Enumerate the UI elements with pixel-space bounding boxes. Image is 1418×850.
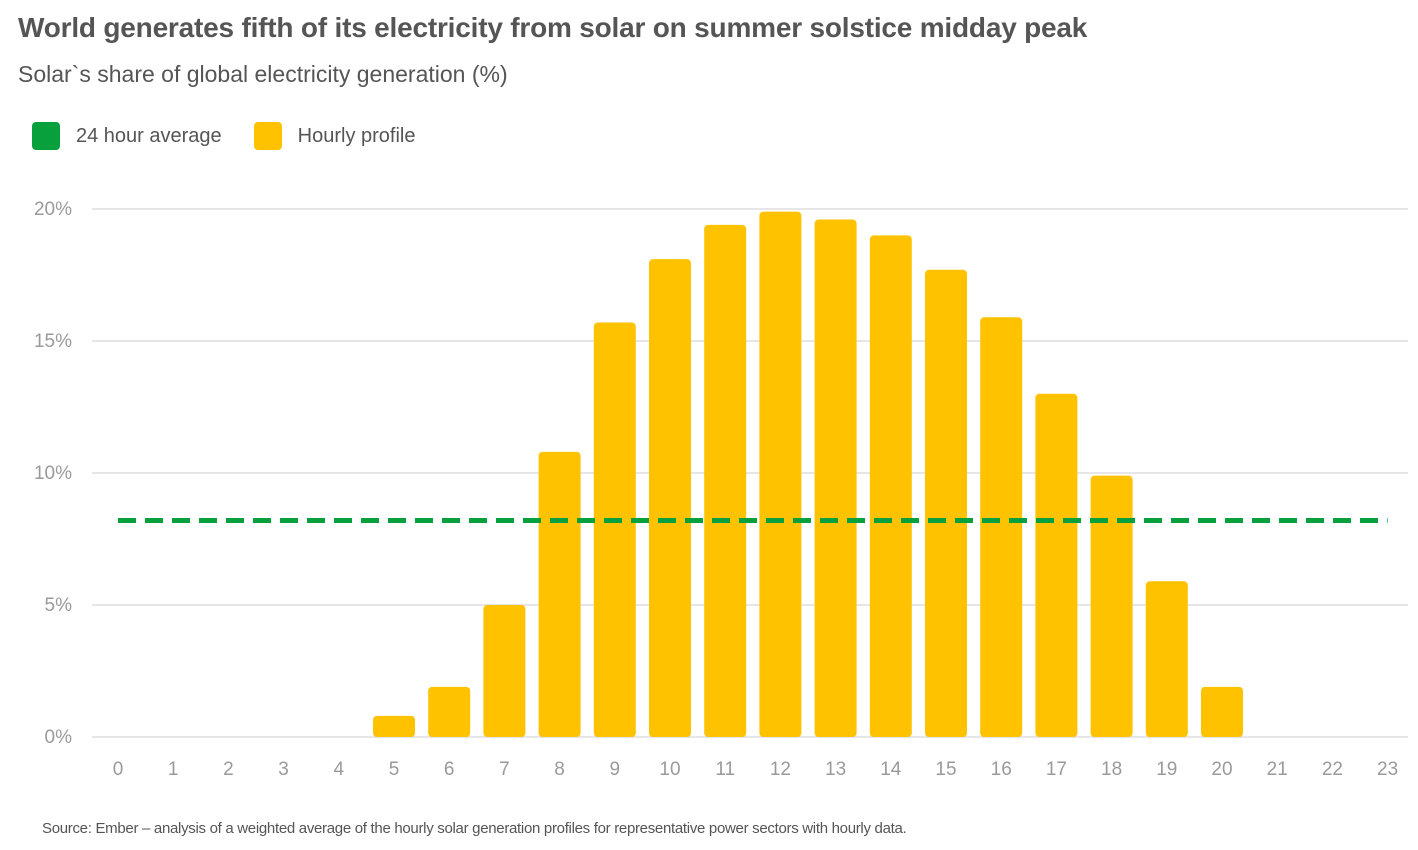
legend-item-hourly: Hourly profile (253, 122, 416, 150)
x-tick-label-18: 18 (1101, 759, 1122, 780)
x-tick-label-12: 12 (770, 759, 791, 780)
x-tick-label-10: 10 (659, 759, 680, 780)
legend-label-hourly: Hourly profile (297, 124, 416, 147)
y-tick-label-10: 10% (34, 463, 72, 484)
bar-hour-16 (980, 317, 1023, 737)
x-tick-label-16: 16 (991, 759, 1012, 780)
bar-hour-13 (814, 219, 857, 737)
bar-hour-5 (373, 715, 415, 737)
bar-hour-12 (759, 211, 802, 737)
x-tick-label-8: 8 (554, 759, 565, 780)
bar-hour-20 (1201, 686, 1243, 737)
legend-label-average: 24 hour average (76, 124, 222, 147)
legend: 24 hour average Hourly profile (32, 122, 448, 150)
y-tick-label-15: 15% (34, 331, 72, 352)
chart-title: World generates fifth of its electricity… (18, 12, 1088, 43)
bar-hour-19 (1145, 581, 1188, 737)
x-tick-label-21: 21 (1267, 759, 1288, 780)
x-tick-label-7: 7 (499, 759, 510, 780)
x-tick-label-3: 3 (278, 759, 289, 780)
x-tick-label-13: 13 (825, 759, 846, 780)
x-tick-label-2: 2 (223, 759, 234, 780)
bar-hour-8 (538, 451, 581, 737)
x-tick-label-15: 15 (935, 759, 956, 780)
x-tick-label-11: 11 (715, 759, 735, 780)
y-tick-label-20: 20% (34, 199, 72, 220)
x-tick-label-9: 9 (610, 759, 621, 780)
x-tick-label-5: 5 (389, 759, 400, 780)
legend-item-average: 24 hour average (32, 122, 222, 150)
source-note: Source: Ember – analysis of a weighted a… (42, 820, 907, 837)
x-tick-label-20: 20 (1211, 759, 1232, 780)
y-tick-label-5: 5% (45, 595, 73, 616)
x-tick-label-6: 6 (444, 759, 455, 780)
x-tick-label-1: 1 (168, 759, 179, 780)
chart-subtitle: Solar`s share of global electricity gene… (18, 61, 508, 87)
y-tick-label-0: 0% (45, 727, 73, 748)
x-tick-label-23: 23 (1377, 759, 1398, 780)
bar-hour-11 (704, 224, 747, 738)
bar-chart: 0%5%10%15%20%0 1 2 3 4 5 6 7 8 9 10 11 12 13 14 15 16 17 1… (34, 199, 1408, 780)
bar-hour-14 (869, 235, 912, 737)
bar-hour-17 (1035, 393, 1078, 737)
bar-hour-15 (925, 269, 967, 737)
x-tick-label-22: 22 (1322, 759, 1343, 780)
bar-hour-18 (1090, 475, 1133, 737)
x-tick-label-4: 4 (334, 759, 345, 780)
legend-swatch-hourly (253, 122, 282, 150)
x-tick-label-17: 17 (1046, 759, 1067, 780)
bar-hour-6 (428, 686, 471, 737)
x-tick-label-14: 14 (880, 759, 902, 780)
bar-hour-10 (649, 259, 691, 737)
bar-hour-7 (483, 605, 526, 737)
x-tick-label-0: 0 (113, 759, 124, 780)
bar-hour-9 (593, 322, 636, 737)
x-tick-label-19: 19 (1156, 759, 1177, 780)
legend-swatch-average (32, 122, 60, 150)
